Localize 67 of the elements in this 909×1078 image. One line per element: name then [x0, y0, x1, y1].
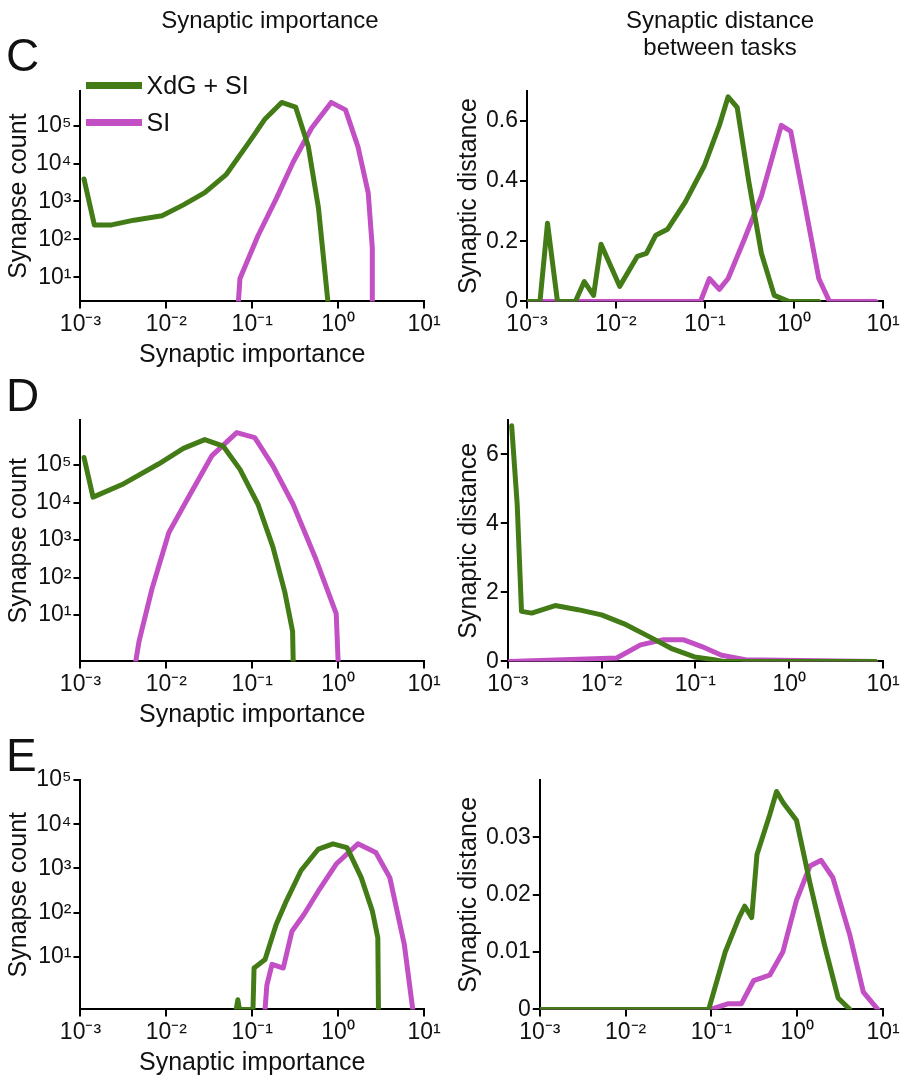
x-tick-label: 10⁰ — [321, 1017, 355, 1044]
y-tick-label: 0.6 — [485, 106, 518, 133]
x-tick-label: 10¹ — [407, 1017, 441, 1044]
text: C — [6, 29, 40, 81]
y-tick-label: 0.03 — [486, 822, 531, 849]
x-tick-label: 10⁻² — [580, 669, 623, 696]
x-tick-label: 10⁻² — [145, 309, 188, 336]
x-tick-label: 10⁻¹ — [231, 309, 274, 336]
y-tick-label: 4 — [485, 508, 499, 535]
text: E — [6, 729, 37, 781]
y-tick-label: 0.4 — [485, 166, 519, 193]
y-tick-label: 10¹ — [38, 600, 72, 627]
x-tick-label: 10⁰ — [777, 309, 811, 336]
x-tick-label: 10⁻³ — [59, 1017, 102, 1044]
y-tick-label: 0.02 — [486, 880, 531, 907]
y-tick-label: 10⁴ — [36, 148, 72, 175]
x-tick-label: 10⁰ — [321, 309, 355, 336]
x-tick-label: 10¹ — [866, 1017, 900, 1044]
chart-title: Synaptic importance — [160, 6, 380, 33]
y-tick-label: 10³ — [38, 186, 72, 213]
y-axis-title: Synapse count — [2, 811, 31, 978]
y-axis-title: Synaptic distance — [452, 98, 481, 295]
x-tick-label: 10¹ — [407, 669, 441, 696]
y-tick-label: 10⁵ — [36, 765, 72, 792]
x-tick-label: 10⁰ — [772, 669, 806, 696]
x-tick-label: 10¹ — [866, 309, 900, 336]
y-tick-label: 10⁴ — [36, 487, 72, 514]
y-tick-label: 10⁵ — [36, 450, 72, 477]
y-tick-label: 10² — [38, 224, 72, 251]
x-axis-title: Synaptic importance — [138, 698, 366, 727]
y-tick-label: 0.2 — [485, 226, 518, 253]
y-tick-label: 10² — [38, 898, 72, 925]
y-axis-title: Synapse count — [2, 113, 31, 279]
y-tick-label: 10² — [38, 562, 72, 589]
x-tick-label: 10⁻² — [595, 309, 637, 336]
x-tick-label: 10⁻¹ — [674, 669, 717, 696]
y-tick-label: 10¹ — [38, 942, 72, 969]
x-tick-label: 10⁰ — [780, 1017, 814, 1044]
x-tick-label: 10⁰ — [321, 669, 355, 696]
x-tick-label: 10⁻² — [145, 669, 188, 696]
y-axis-title: Synaptic distance — [452, 442, 481, 639]
x-tick-label: 10¹ — [407, 309, 441, 336]
x-tick-label: 10⁻¹ — [231, 1017, 274, 1044]
y-tick-label: 10³ — [38, 853, 72, 880]
legend-label: XdG + SI — [146, 70, 249, 100]
y-tick-label: 10³ — [38, 525, 72, 552]
y-tick-label: 6 — [485, 439, 499, 466]
x-tick-label: 10⁻³ — [59, 669, 102, 696]
y-tick-label: 10¹ — [38, 262, 72, 289]
x-tick-label: 10⁻² — [604, 1017, 647, 1044]
x-tick-label: 10⁻² — [145, 1017, 188, 1044]
x-tick-label: 10⁻¹ — [690, 1017, 733, 1044]
x-tick-label: 10⁻¹ — [684, 309, 726, 336]
y-axis-title: Synapse count — [2, 457, 31, 624]
y-tick-label: 10⁴ — [36, 809, 72, 836]
y-axis-title: Synaptic distance — [452, 796, 481, 993]
y-tick-label: 2 — [485, 577, 499, 604]
y-tick-label: 0.01 — [486, 937, 531, 964]
x-axis-title: Synaptic importance — [138, 1046, 366, 1075]
x-tick-label: 10⁻³ — [59, 309, 102, 336]
x-tick-label: 10⁻¹ — [231, 669, 274, 696]
y-tick-label: 10⁵ — [36, 110, 72, 137]
x-axis-title: Synaptic importance — [138, 338, 366, 367]
x-tick-label: 10¹ — [866, 669, 900, 696]
legend-label: SI — [146, 107, 171, 137]
text: D — [6, 369, 40, 421]
chart-title: Synaptic distance between tasks — [624, 6, 816, 60]
